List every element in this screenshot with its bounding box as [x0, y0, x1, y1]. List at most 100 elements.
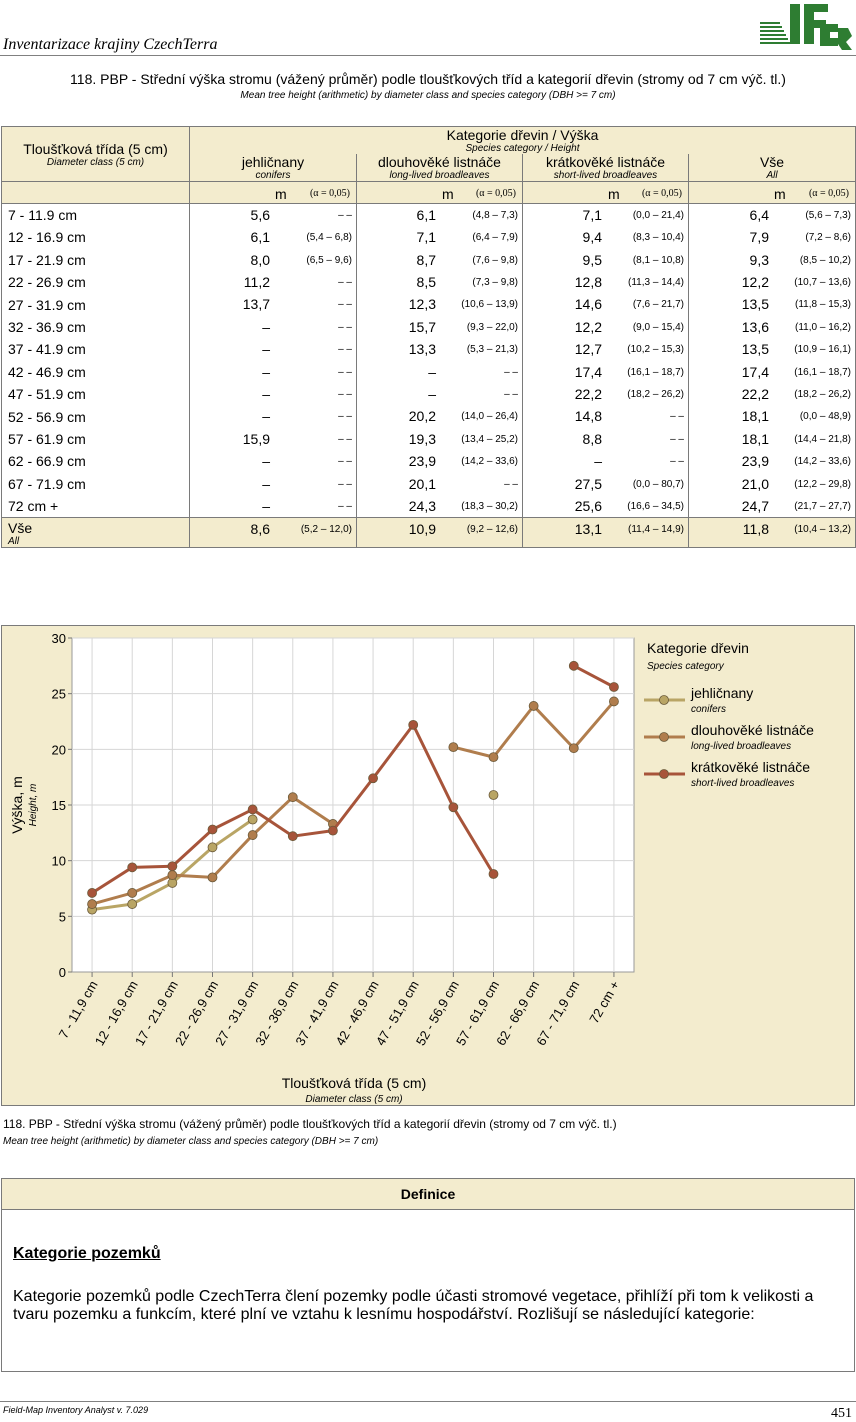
col-header-en: long-lived broadleaves: [389, 170, 490, 181]
row-label: 52 - 56.9 cm: [1, 405, 190, 428]
unit-cell: m (α = 0,05): [356, 180, 523, 205]
mean-value: 8,8: [582, 430, 602, 447]
table-row: 22 - 26.9 cm 11,2 – – 8,5 (7,3 – 9,8) 12,8 (11…: [1, 271, 856, 294]
total-value: 13,1: [574, 520, 602, 537]
mean-value: 6,1: [250, 229, 270, 246]
table-row: 17 - 21.9 cm 8,0 (6,5 – 9,6) 8,7 (7,6 – 9,8)…: [1, 248, 856, 272]
col-header-cz: krátkověké listnáče: [545, 154, 666, 170]
legend-swatch-marker: [659, 769, 669, 779]
chart-panel: 0 5 10 15 20 25 30 7 - 11,9 cm 12 - 16,9 cm 17 - …: [1, 625, 855, 1106]
legend-label-en: conifers: [691, 704, 726, 715]
data-point: [247, 830, 258, 840]
mean-value: 13,6: [741, 318, 769, 335]
mean-value: 12,2: [574, 318, 602, 335]
row-label: 27 - 31.9 cm: [1, 293, 190, 316]
confidence-interval: – –: [338, 433, 352, 445]
mean-value: 8,5: [416, 274, 436, 291]
total-interval: (5,2 – 12,0): [300, 523, 352, 535]
mean-value: 24,3: [408, 497, 436, 514]
data-point: [247, 804, 258, 815]
x-tick-label: 72 cm +: [586, 978, 622, 1026]
group-header: Kategorie dřevin / Výška Species categor…: [189, 126, 856, 154]
value-cell: 23,9 (14,2 – 33,6): [356, 450, 523, 473]
table-row: 47 - 51.9 cm – – – – – –22,2 (18,2 – 26,2) 22,…: [1, 383, 856, 406]
mean-value: 20,2: [408, 408, 436, 425]
col-header-en: All: [766, 170, 778, 181]
definition-body: Kategorie pozemků Kategorie pozemků podl…: [1, 1209, 855, 1372]
value-cell: 7,9 (7,2 – 8,6): [688, 226, 856, 249]
mean-value: 8,0: [250, 251, 270, 268]
table-body: 7 - 11.9 cm 5,6 – – 6,1 (4,8 – 7,3) 7,1 (0,0 –…: [1, 203, 856, 518]
mean-value: 7,1: [416, 229, 436, 246]
unit-cell: m (α = 0,05): [189, 180, 357, 205]
confidence-interval: – –: [338, 500, 352, 512]
data-point: [127, 888, 138, 898]
y-tick-label: 0: [59, 965, 66, 980]
x-axis-label-en: Diameter class (5 cm): [305, 1094, 402, 1105]
legend-label-en: short-lived broadleaves: [691, 778, 794, 789]
data-point: [328, 825, 338, 836]
legend-swatch-marker: [659, 695, 669, 705]
alpha-label: (α = 0,05): [309, 188, 350, 199]
total-cell: 13,1 (11,4 – 14,9): [522, 516, 689, 548]
mean-value: –: [594, 453, 602, 470]
data-point: [408, 719, 419, 730]
mean-value: 13,7: [242, 296, 270, 313]
value-cell: – – –: [189, 315, 357, 339]
mean-value: 14,8: [574, 408, 602, 425]
data-point: [609, 682, 619, 692]
mean-value: 23,9: [741, 453, 769, 470]
confidence-interval: (5,3 – 21,3): [466, 344, 518, 356]
col-header-cz: jehličnany: [241, 154, 305, 170]
table-row: 52 - 56.9 cm – – – 20,2 (14,0 – 26,4) 14,8 – –…: [1, 405, 856, 428]
table-row: 57 - 61.9 cm 15,9 – – 19,3 (13,4 – 25,2) 8,8 –…: [1, 427, 856, 451]
col-header-cz: dlouhověké listnáče: [378, 154, 501, 170]
rowhead-cell: Tloušťková třída (5 cm) Diameter class (…: [1, 126, 190, 182]
confidence-interval: (16,6 – 34,5): [627, 500, 684, 512]
table-row: 72 cm + – – – 24,3 (18,3 – 30,2) 25,6 (16,6 – …: [1, 494, 856, 518]
unit-cell: m (α = 0,05): [688, 180, 856, 205]
confidence-interval: – –: [504, 389, 518, 401]
mean-value: 17,4: [574, 363, 602, 380]
total-interval: (11,4 – 14,9): [628, 523, 684, 535]
value-cell: – – –: [189, 383, 357, 406]
confidence-interval: (12,2 – 29,8): [794, 478, 851, 490]
confidence-interval: (6,4 – 7,9): [472, 232, 518, 244]
page-number: 451: [831, 1406, 852, 1421]
mean-value: 15,9: [242, 430, 270, 447]
table-row: 67 - 71.9 cm – – –20,1– –27,5 (0,0 – 80,7) 2…: [1, 472, 856, 495]
confidence-interval: – –: [670, 433, 684, 445]
value-cell: 23,9 (14,2 – 33,6): [688, 450, 856, 473]
value-cell: 24,7 (21,7 – 27,7): [688, 494, 856, 518]
confidence-interval: (16,1 – 18,7): [794, 366, 851, 378]
data-point: [448, 802, 459, 813]
total-row: Vše All 8,6 (5,2 – 12,0) 10,9 (9,2 – 12,6)…: [1, 516, 856, 548]
unit-label: m: [774, 186, 786, 202]
row-label: 62 - 66.9 cm: [1, 450, 190, 473]
confidence-interval: (9,0 – 15,4): [632, 321, 684, 333]
mean-value: 12,7: [574, 341, 602, 358]
mean-value: 24,7: [741, 497, 769, 514]
mean-value: –: [262, 453, 270, 470]
value-cell: 8,7 (7,6 – 9,8): [356, 248, 523, 272]
confidence-interval: – –: [504, 366, 518, 378]
confidence-interval: – –: [338, 389, 352, 401]
value-cell: 22,2 (18,2 – 26,2): [688, 383, 856, 406]
mean-value: 6,1: [416, 207, 436, 224]
value-cell: 27,5 (0,0 – 80,7): [522, 472, 689, 495]
table-row: 27 - 31.9 cm 13,7 – – 12,3 (10,6 – 13,9) 14,6…: [1, 293, 856, 316]
value-cell: 12,3 (10,6 – 13,9): [356, 293, 523, 316]
data-point: [127, 899, 138, 909]
mean-value: 15,7: [408, 318, 436, 335]
value-cell: 12,7 (10,2 – 15,3): [522, 338, 689, 361]
confidence-interval: (0,0 – 80,7): [632, 478, 684, 490]
mean-value: –: [262, 497, 270, 514]
total-cell: 11,8 (10,4 – 13,2): [688, 516, 856, 548]
y-axis-label: Výška, m: [9, 776, 25, 834]
group-header-en: Species category / Height: [465, 143, 580, 154]
data-point: [207, 872, 218, 883]
confidence-interval: (14,0 – 26,4): [461, 411, 518, 423]
confidence-interval: (11,3 – 14,4): [628, 277, 684, 289]
data-point: [127, 862, 138, 873]
confidence-interval: (8,5 – 10,2): [799, 254, 851, 266]
